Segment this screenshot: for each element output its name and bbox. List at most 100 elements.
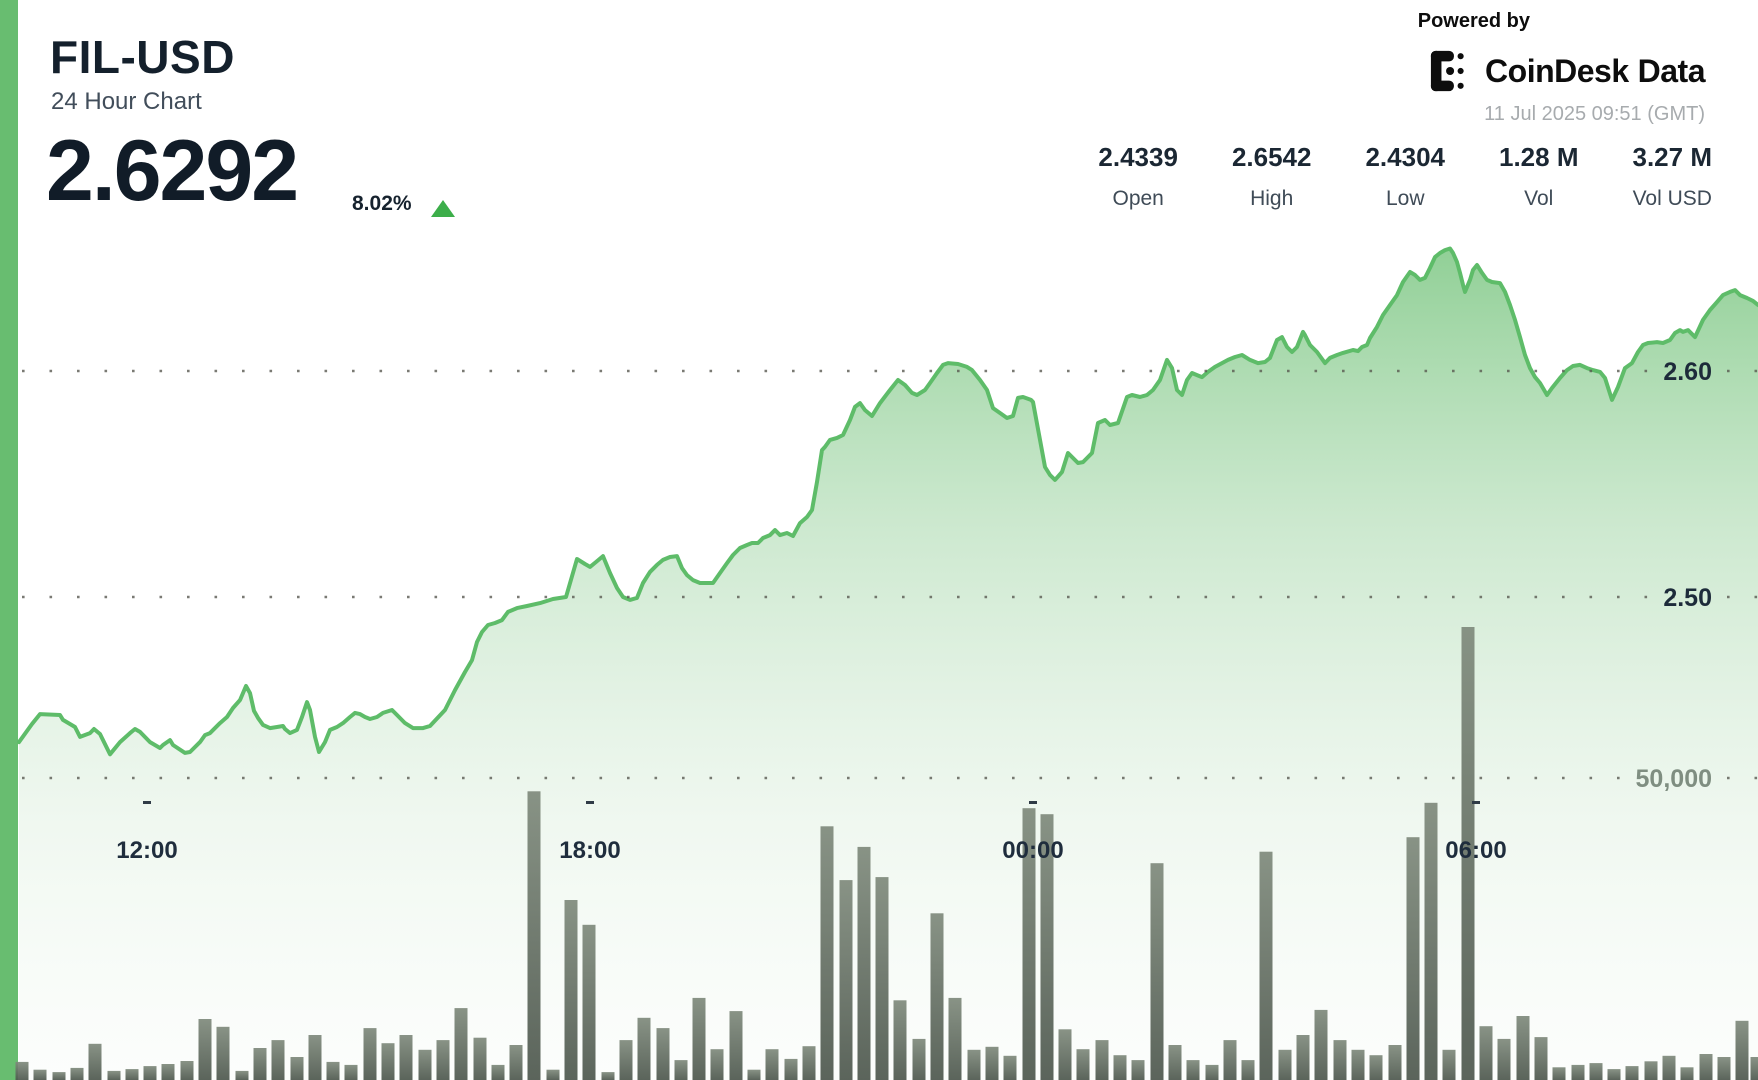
volume-bar: [820, 826, 834, 1080]
volume-bar: [1058, 1029, 1072, 1080]
volume-bar: [161, 1064, 175, 1080]
volume-bar: [491, 1064, 505, 1080]
volume-bar: [418, 1049, 432, 1080]
volume-bar: [1388, 1045, 1402, 1080]
volume-bar: [619, 1040, 633, 1080]
stat-vol-usd-label: Vol USD: [1632, 187, 1712, 210]
volume-bar: [1131, 1060, 1145, 1080]
x-axis-tick: [1029, 801, 1037, 804]
volume-bar: [967, 1049, 981, 1080]
stat-low-label: Low: [1385, 187, 1425, 210]
powered-by-label: Powered by: [1417, 10, 1530, 32]
volume-bar: [1662, 1055, 1676, 1080]
x-axis-tick: [143, 801, 151, 804]
volume-bar: [107, 1070, 121, 1080]
chart-timestamp: 11 Jul 2025 09:51 (GMT): [1484, 103, 1705, 125]
volume-bar: [70, 1067, 84, 1080]
volume-bar: [527, 791, 541, 1080]
y-axis-label-price: 2.60: [1663, 358, 1712, 386]
volume-bar: [875, 877, 889, 1080]
x-axis-label: 12:00: [116, 837, 177, 864]
volume-bar: [344, 1064, 358, 1080]
volume-bar: [1040, 814, 1054, 1080]
volume-bar: [839, 880, 853, 1080]
volume-bar: [1644, 1061, 1658, 1080]
volume-bar: [1095, 1040, 1109, 1080]
volume-bar: [1424, 802, 1438, 1080]
stats-row: 2.4339 Open 2.6542 High 2.4304 Low 1.28 …: [1098, 142, 1712, 211]
volume-bar: [143, 1066, 157, 1080]
volume-bar: [399, 1035, 413, 1080]
volume-bar: [308, 1035, 322, 1080]
volume-bar: [381, 1043, 395, 1080]
volume-bar: [1680, 1067, 1694, 1080]
volume-bar: [784, 1058, 798, 1080]
volume-bar: [1205, 1064, 1219, 1080]
volume-bar: [985, 1046, 999, 1080]
volume-bar: [637, 1017, 651, 1080]
volume-bar: [656, 1028, 670, 1080]
volume-bar: [1278, 1049, 1292, 1080]
volume-bar: [564, 900, 578, 1080]
volume-bar: [1369, 1055, 1383, 1080]
stat-vol-usd-value: 3.27 M: [1632, 142, 1713, 172]
volume-bar: [729, 1011, 743, 1080]
volume-bar: [1113, 1055, 1127, 1080]
volume-bar: [1223, 1040, 1237, 1080]
volume-bar: [1589, 1063, 1603, 1080]
volume-bar: [674, 1060, 688, 1080]
volume-bar: [1534, 1037, 1548, 1080]
stat-low: 2.4304 Low: [1365, 142, 1445, 211]
volume-bar: [436, 1040, 450, 1080]
stat-low-value: 2.4304: [1365, 142, 1445, 172]
chart-subtitle: 24 Hour Chart: [51, 88, 202, 115]
volume-bar: [1168, 1045, 1182, 1080]
volume-bar: [1259, 851, 1273, 1080]
stat-high: 2.6542 High: [1232, 142, 1312, 211]
y-axis-label-price: 2.50: [1663, 584, 1712, 612]
accent-strip: [0, 0, 18, 1080]
volume-bar: [582, 924, 596, 1080]
volume-bar: [363, 1028, 377, 1080]
volume-bar: [198, 1019, 212, 1080]
x-axis-label: 06:00: [1445, 837, 1506, 864]
volume-bar: [1351, 1049, 1365, 1080]
volume-bar: [802, 1046, 816, 1080]
stat-high-value: 2.6542: [1231, 142, 1312, 172]
volume-bar: [509, 1045, 523, 1080]
coindesk-data-logo[interactable]: CoinDesk Data: [1429, 48, 1706, 94]
x-axis-label: 00:00: [1002, 837, 1063, 864]
volume-bar: [1497, 1038, 1511, 1080]
stat-open-label: Open: [1112, 187, 1164, 210]
volume-bar: [765, 1049, 779, 1080]
stat-vol: 1.28 M Vol: [1499, 142, 1579, 211]
volume-bar: [692, 997, 706, 1080]
volume-bar: [1333, 1040, 1347, 1080]
price-up-arrow-icon: [431, 200, 455, 217]
x-axis-tick: [586, 801, 594, 804]
volume-bar: [271, 1040, 285, 1080]
y-axis-label-volume: 50,000: [1636, 765, 1712, 793]
volume-bar: [253, 1048, 267, 1080]
volume-bar: [454, 1008, 468, 1080]
volume-bar: [290, 1057, 304, 1080]
volume-bar: [1076, 1049, 1090, 1080]
stat-vol-usd: 3.27 M Vol USD: [1633, 142, 1713, 211]
volume-bar: [1571, 1064, 1585, 1080]
volume-bar: [1461, 627, 1475, 1080]
volume-bar: [948, 997, 962, 1080]
volume-bar: [1296, 1035, 1310, 1080]
volume-bar: [857, 846, 871, 1080]
volume-bar: [1552, 1067, 1566, 1080]
stat-high-label: High: [1250, 187, 1294, 210]
volume-bar: [1717, 1057, 1731, 1080]
volume-bar: [216, 1026, 230, 1080]
coindesk-logo-icon: [1429, 48, 1475, 94]
x-axis-tick: [1472, 801, 1480, 804]
volume-bar: [1022, 808, 1036, 1080]
x-axis-label: 18:00: [559, 837, 620, 864]
volume-bar: [33, 1069, 47, 1080]
volume-bar: [1442, 1049, 1456, 1080]
volume-bar: [125, 1069, 139, 1080]
